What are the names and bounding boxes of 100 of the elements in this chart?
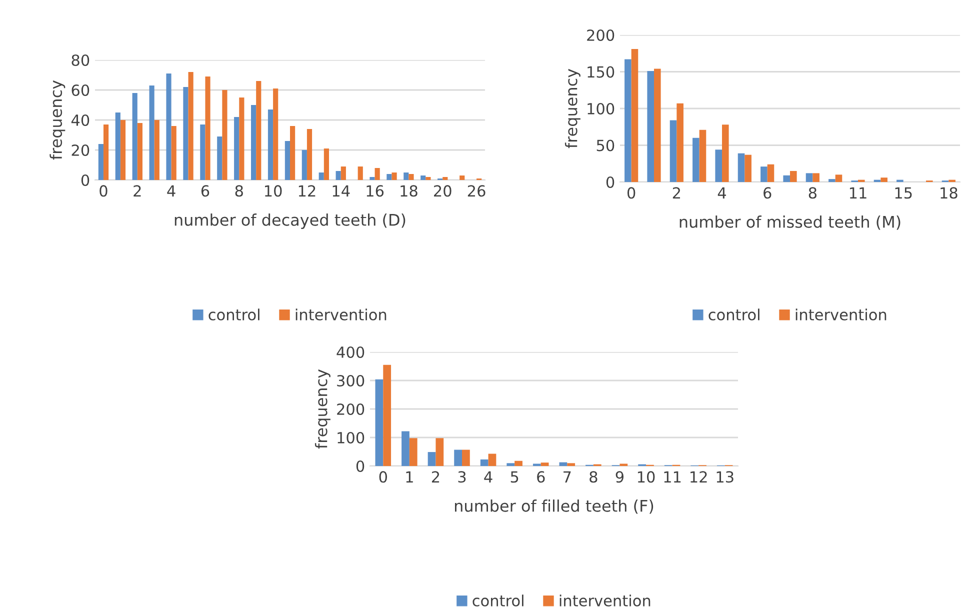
bar <box>420 176 426 180</box>
bar <box>828 179 836 182</box>
bar <box>692 138 700 182</box>
bar <box>306 129 312 180</box>
bar <box>239 98 244 180</box>
bar <box>670 120 677 182</box>
x-tick-label: 0 <box>379 471 387 483</box>
y-tick-label: 150 <box>588 66 614 78</box>
bar <box>336 171 341 180</box>
bar <box>115 112 120 180</box>
y-tick-label: 80 <box>72 54 90 66</box>
legend-label: intervention <box>796 308 886 320</box>
bar <box>835 174 842 182</box>
bar <box>358 166 363 180</box>
x-tick-label: 10 <box>265 185 282 197</box>
x-tick-label: 12 <box>298 185 316 196</box>
bar <box>460 176 465 180</box>
bar <box>188 72 194 180</box>
x-tick-label: 3 <box>458 471 466 483</box>
x-tick-label: 9 <box>616 471 624 483</box>
y-tick-label: 100 <box>588 102 614 115</box>
bar <box>767 164 774 182</box>
y-tick-label: 40 <box>71 114 90 126</box>
bar <box>567 463 576 466</box>
x-tick-label: 16 <box>366 185 384 197</box>
bar <box>251 105 256 180</box>
x-tick-label: 11 <box>664 471 681 482</box>
bar <box>744 154 752 182</box>
x-tick-label: 14 <box>332 185 350 196</box>
bar <box>318 172 324 180</box>
bar <box>722 124 729 182</box>
x-tick-label: 7 <box>564 471 571 482</box>
y-tick-label: 0 <box>356 460 364 472</box>
y-tick-label: 300 <box>337 374 364 387</box>
y-tick-label: 400 <box>336 346 364 358</box>
x-tick-label: 8 <box>235 185 243 197</box>
x-tick-label: 20 <box>434 185 452 197</box>
y-tick-label: 100 <box>338 432 364 444</box>
y-tick-label: 0 <box>606 176 614 188</box>
x-tick-label: 10 <box>638 471 655 483</box>
legend-label: control <box>708 308 760 320</box>
y-tick-label: 200 <box>587 29 614 42</box>
y-tick-label: 50 <box>596 140 614 152</box>
bar <box>760 166 768 182</box>
bar <box>404 172 409 180</box>
bar <box>149 86 154 180</box>
bar <box>383 364 392 466</box>
bar <box>402 431 410 466</box>
bar <box>488 454 496 466</box>
x-tick-label: 6 <box>537 471 545 483</box>
bar <box>506 463 515 466</box>
bar <box>631 48 638 182</box>
x-tick-label: 13 <box>716 471 734 483</box>
bar <box>676 103 684 182</box>
x-tick-label: 2 <box>672 187 680 198</box>
x-tick-label: 12 <box>690 471 707 482</box>
bar <box>408 174 414 180</box>
bar <box>268 110 274 180</box>
x-tick-label: 0 <box>100 185 108 197</box>
bar <box>273 88 278 180</box>
legend-label: intervention <box>296 308 386 320</box>
x-tick-label: 4 <box>167 185 176 196</box>
bar <box>217 136 222 180</box>
bar <box>783 175 790 182</box>
x-tick-label: 2 <box>432 471 440 482</box>
bar <box>654 68 661 182</box>
x-tick-label: 5 <box>510 471 518 483</box>
bar <box>132 93 138 180</box>
x-tick-label: 15 <box>895 187 912 199</box>
y-axis-title: frequency <box>564 68 580 148</box>
bar <box>738 153 745 182</box>
bar <box>386 174 392 180</box>
x-tick-label: 11 <box>850 187 866 198</box>
x-tick-label: 26 <box>468 185 486 197</box>
y-axis-title: frequency <box>50 80 66 160</box>
legend-label: control <box>472 594 524 606</box>
x-tick-label: 8 <box>808 187 816 199</box>
x-tick-label: 6 <box>764 187 772 199</box>
bar <box>375 379 384 466</box>
bar <box>480 459 488 466</box>
legend-label: intervention <box>560 594 650 606</box>
x-tick-label: 8 <box>590 471 598 483</box>
x-axis-title: number of filled teeth (F) <box>455 500 654 514</box>
x-tick-label: 18 <box>940 187 958 199</box>
y-tick-label: 20 <box>72 144 90 156</box>
bar <box>370 177 375 180</box>
bar <box>166 74 172 180</box>
bar <box>647 71 654 182</box>
bar <box>454 450 462 466</box>
bar <box>324 148 329 180</box>
bar <box>154 120 160 180</box>
bar <box>624 59 632 182</box>
bar <box>290 126 296 180</box>
bar <box>715 150 722 182</box>
bar <box>880 178 888 182</box>
bar <box>428 452 436 466</box>
bar <box>699 130 706 182</box>
bar <box>256 81 262 180</box>
legend-label: control <box>208 308 260 320</box>
x-tick-label: 4 <box>718 187 726 198</box>
